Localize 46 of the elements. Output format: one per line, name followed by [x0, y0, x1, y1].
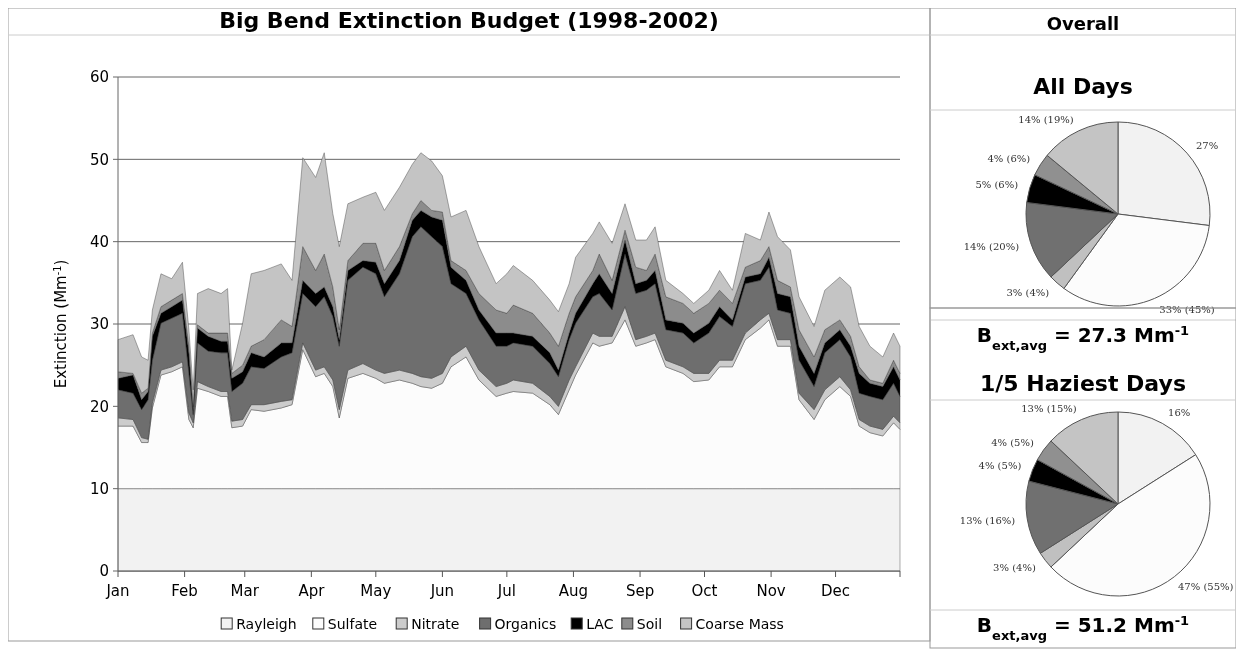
legend-label: Nitrate [411, 615, 460, 632]
legend-label: Soil [636, 615, 663, 632]
x-tick-label: Feb [171, 582, 198, 600]
data-label: 3% (4%) [1006, 286, 1050, 298]
x-tick-label: Oct [691, 582, 718, 600]
data-label: 47% (55%) [1178, 580, 1234, 592]
y-tick-label: 30 [89, 315, 109, 334]
data-label: 13% (16%) [959, 514, 1016, 526]
data-label: 14% (19%) [1018, 114, 1074, 126]
legend-label: Organics [494, 615, 557, 632]
data-label: 27% [1196, 139, 1219, 151]
data-label: 16% [1168, 407, 1191, 419]
x-tick-label: Aug [558, 582, 589, 600]
data-label: 4% (5%) [978, 460, 1022, 472]
legend-label: Coarse Mass [695, 615, 784, 632]
legend-label: Rayleigh [236, 615, 297, 632]
y-tick-label: 60 [89, 68, 109, 87]
y-tick-label: 40 [89, 232, 109, 251]
chart-title: Big Bend Extinction Budget (1998-2002) [219, 8, 719, 33]
y-tick-label: 50 [89, 150, 109, 169]
x-tick-label: Jul [496, 582, 516, 600]
x-tick-label: Dec [821, 582, 851, 600]
legend-label: LAC [586, 615, 614, 632]
x-tick-label: Jan [105, 582, 130, 600]
text: B$_{ext,avg}$ = 27.3 Mm$^{-1}$ [976, 322, 1190, 353]
chart-title: 1/5 Haziest Days [980, 371, 1186, 396]
chart-subtitle: All Days [1033, 74, 1133, 99]
y-tick-label: 0 [99, 562, 109, 581]
x-tick-label: Jun [429, 582, 455, 600]
text: B$_{ext,avg}$ = 51.2 Mm$^{-1}$ [976, 612, 1190, 643]
data-label: 4% (5%) [991, 437, 1034, 449]
x-tick-label: Sep [625, 582, 655, 600]
x-tick-label: Apr [298, 582, 326, 600]
x-tick-label: May [360, 582, 392, 600]
data-label: 4% (6%) [987, 152, 1031, 164]
data-label: 5% (6%) [975, 179, 1019, 191]
legend-label: Sulfate [327, 615, 378, 632]
x-tick-label: Mar [230, 582, 260, 600]
y-tick-label: 10 [89, 479, 109, 498]
data-label: 13% (15%) [1021, 403, 1077, 415]
chart-title: Overall [1046, 13, 1120, 34]
y-tick-label: 20 [89, 397, 109, 416]
data-label: 3% (4%) [993, 562, 1036, 574]
data-label: 14% (20%) [963, 240, 1020, 252]
x-tick-label: Nov [756, 582, 786, 600]
data-label: 33% (45%) [1159, 303, 1215, 315]
